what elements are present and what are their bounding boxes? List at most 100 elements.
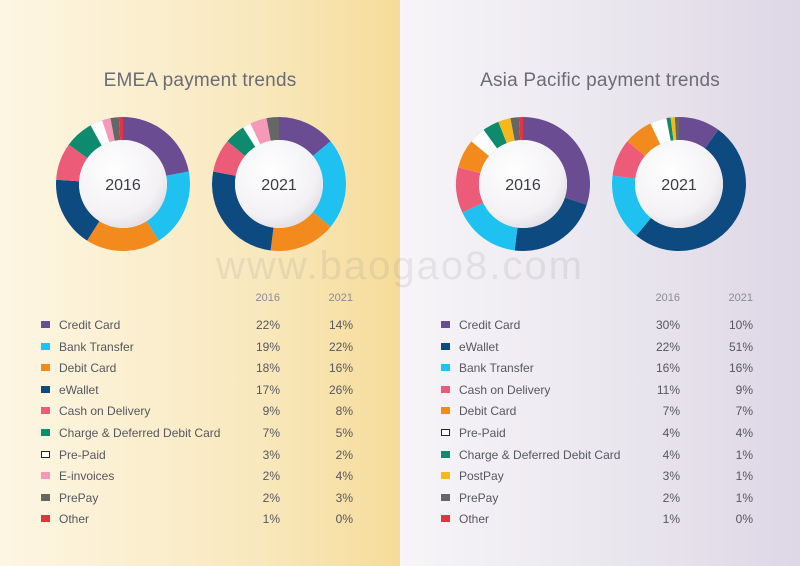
apac-legend-item-debit-card: Debit Card 7% 7% bbox=[400, 402, 800, 424]
apac-donut-2021: 2021 bbox=[611, 116, 747, 252]
apac-value-2016: 7% bbox=[662, 404, 680, 419]
apac-value-2016: 16% bbox=[655, 361, 680, 376]
emea-value-2021: 14% bbox=[328, 318, 353, 332]
apac-value-2021: 9% bbox=[735, 382, 753, 397]
emea-legend-label: Pre-Paid bbox=[59, 447, 106, 462]
emea-legend-item-pre-paid: Pre-Paid 3% 2% bbox=[0, 446, 400, 468]
apac-donut-2016: 2016 bbox=[455, 116, 591, 252]
apac-col-2016: 2016 bbox=[655, 292, 680, 304]
apac-2016-slice-prepay bbox=[510, 117, 521, 141]
apac-legend-swatch bbox=[441, 515, 450, 523]
apac-legend-swatch bbox=[441, 385, 450, 393]
apac-value-2016: 11% bbox=[656, 382, 680, 397]
emea-2016-slice-ewallet bbox=[56, 179, 100, 241]
apac-2016-slice-other bbox=[518, 117, 523, 141]
apac-legend-item-bank-transfer: Bank Transfer 16% 16% bbox=[400, 359, 800, 381]
apac-legend-label: Debit Card bbox=[459, 404, 517, 419]
apac-2016-slice-postpay bbox=[498, 118, 515, 144]
emea-value-2021: 3% bbox=[335, 490, 353, 505]
apac-2021-slice-charge-and-deferred-debit-card bbox=[666, 117, 674, 141]
apac-legend-label: PrePay bbox=[459, 490, 499, 505]
emea-value-2016: 2% bbox=[262, 469, 280, 484]
emea-legend-swatch bbox=[41, 472, 50, 480]
emea-legend-item-prepay: PrePay 2% 3% bbox=[0, 489, 400, 511]
emea-2021-slice-cash-on-delivery bbox=[213, 141, 246, 176]
emea-legend-label: PrePay bbox=[59, 490, 99, 505]
emea-legend-swatch bbox=[41, 407, 50, 415]
apac-title: Asia Pacific payment trends bbox=[480, 70, 720, 91]
emea-legend-item-other: Other 1% 0% bbox=[0, 510, 400, 532]
emea-value-2016: 18% bbox=[255, 361, 280, 376]
emea-2021-slice-bank-transfer bbox=[312, 141, 346, 227]
emea-donut-2016: 2016 bbox=[55, 116, 191, 252]
apac-legend-item-postpay: PostPay 3% 1% bbox=[400, 467, 800, 489]
apac-legend-item-ewallet: eWallet 22% 51% bbox=[400, 338, 800, 360]
emea-donut-2016-svg: 2016 bbox=[56, 117, 190, 251]
apac-2016-slice-bank-transfer bbox=[462, 202, 518, 251]
emea-legend-label: Debit Card bbox=[59, 361, 117, 376]
emea-value-2021: 4% bbox=[335, 469, 353, 484]
apac-2021-year-label: 2021 bbox=[661, 177, 697, 194]
apac-2021-slice-bank-transfer bbox=[612, 175, 651, 236]
apac-legend-label: Bank Transfer bbox=[459, 361, 534, 376]
apac-legend-swatch bbox=[441, 407, 450, 415]
apac-legend-label: eWallet bbox=[459, 339, 499, 354]
emea-col-2016: 2016 bbox=[255, 292, 280, 304]
emea-legend-label: Other bbox=[59, 512, 90, 527]
emea-value-2021: 26% bbox=[328, 382, 353, 397]
apac-2016-slice-credit-card bbox=[523, 117, 590, 205]
emea-legend-item-debit-card: Debit Card 18% 16% bbox=[0, 359, 400, 381]
emea-donut-2021-svg: 2021 bbox=[212, 117, 346, 251]
emea-2016-slice-other bbox=[118, 117, 123, 141]
emea-2021-slice-prepay bbox=[266, 117, 279, 141]
emea-2021-slice-charge-and-deferred-debit-card bbox=[227, 127, 256, 156]
emea-2016-slice-debit-card bbox=[87, 221, 159, 251]
apac-legend-item-pre-paid: Pre-Paid 4% 4% bbox=[400, 424, 800, 446]
apac-col-2021: 2021 bbox=[728, 292, 753, 304]
apac-legend-item-prepay: PrePay 2% 1% bbox=[400, 489, 800, 511]
apac-value-2016: 22% bbox=[655, 339, 680, 354]
apac-value-2021: 16% bbox=[728, 361, 753, 376]
apac-legend-label: Cash on Delivery bbox=[459, 382, 551, 397]
emea-panel: EMEA payment trends 2016 2021 2016 2021 … bbox=[0, 0, 400, 566]
apac-2021-slice-credit-card bbox=[679, 117, 719, 149]
apac-panel: Asia Pacific payment trends 2016 2021 20… bbox=[400, 0, 800, 566]
apac-legend-label: Credit Card bbox=[459, 318, 521, 332]
emea-2021-center bbox=[235, 140, 323, 228]
apac-value-2016: 4% bbox=[662, 425, 680, 440]
emea-legend-swatch bbox=[41, 493, 50, 501]
apac-legend-swatch bbox=[441, 428, 450, 436]
apac-legend-swatch bbox=[441, 472, 450, 480]
emea-legend-label: Bank Transfer bbox=[59, 339, 134, 354]
emea-legend-item-ewallet: eWallet 17% 26% bbox=[0, 381, 400, 403]
apac-2016-slice-charge-and-deferred-debit-card bbox=[483, 121, 507, 149]
apac-value-2016: 30% bbox=[655, 318, 680, 332]
apac-2016-center bbox=[479, 140, 567, 228]
apac-value-2021: 51% bbox=[728, 339, 753, 354]
emea-legend-label: eWallet bbox=[59, 382, 99, 397]
emea-2021-slice-e-invoices bbox=[250, 118, 271, 145]
emea-legend-swatch bbox=[41, 450, 50, 458]
apac-legend-swatch bbox=[441, 364, 450, 372]
apac-donut-2016-svg: 2016 bbox=[456, 117, 590, 251]
apac-2016-year-label: 2016 bbox=[505, 177, 541, 194]
apac-legend-item-credit-card: Credit Card 30% 10% bbox=[400, 316, 800, 338]
emea-value-2016: 19% bbox=[255, 339, 280, 354]
emea-legend-item-cash-on-delivery: Cash on Delivery 9% 8% bbox=[0, 402, 400, 424]
apac-legend-label: Other bbox=[459, 512, 490, 527]
apac-legend-swatch bbox=[441, 321, 450, 328]
emea-2016-year-label: 2016 bbox=[105, 177, 141, 194]
emea-col-2021: 2021 bbox=[328, 292, 353, 304]
emea-2021-slice-credit-card bbox=[279, 117, 331, 156]
emea-legend-swatch bbox=[41, 385, 50, 393]
emea-2021-slice-debit-card bbox=[270, 212, 331, 251]
emea-2021-year-label: 2021 bbox=[261, 177, 297, 194]
apac-value-2021: 0% bbox=[735, 512, 753, 527]
apac-2021-slice-postpay bbox=[670, 117, 677, 141]
apac-legend-item-charge-and-deferred-debit-card: Charge & Deferred Debit Card 4% 1% bbox=[400, 446, 800, 468]
apac-2016-slice-cash-on-delivery bbox=[456, 167, 484, 213]
apac-legend: Credit Card 30% 10% eWallet 22% 51% Bank Trans… bbox=[400, 316, 800, 532]
emea-donut-2021: 2021 bbox=[211, 116, 347, 252]
emea-legend-swatch bbox=[41, 342, 50, 350]
emea-value-2021: 22% bbox=[328, 339, 353, 354]
